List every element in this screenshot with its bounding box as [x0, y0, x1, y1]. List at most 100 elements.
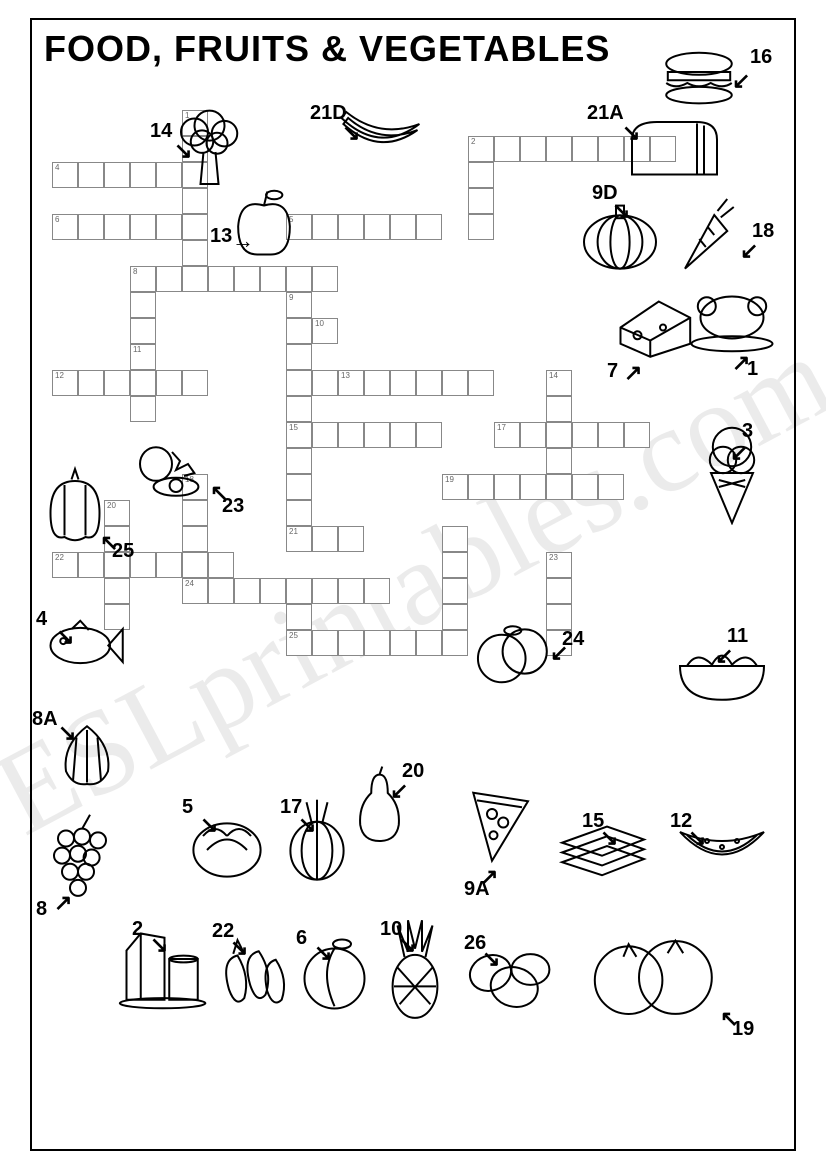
- crossword-cell[interactable]: [156, 552, 182, 578]
- crossword-cell[interactable]: [312, 630, 338, 656]
- crossword-cell[interactable]: [130, 396, 156, 422]
- crossword-cell[interactable]: [572, 136, 598, 162]
- crossword-cell[interactable]: [546, 448, 572, 474]
- crossword-cell[interactable]: [286, 578, 312, 604]
- crossword-cell[interactable]: [208, 266, 234, 292]
- crossword-cell[interactable]: [416, 214, 442, 240]
- crossword-cell[interactable]: 23: [546, 552, 572, 578]
- crossword-cell[interactable]: [208, 552, 234, 578]
- crossword-cell[interactable]: [416, 422, 442, 448]
- crossword-cell[interactable]: [468, 214, 494, 240]
- crossword-cell[interactable]: [546, 396, 572, 422]
- crossword-cell[interactable]: [312, 214, 338, 240]
- crossword-cell[interactable]: [182, 266, 208, 292]
- crossword-cell[interactable]: [520, 474, 546, 500]
- crossword-cell[interactable]: [598, 136, 624, 162]
- crossword-cell[interactable]: [416, 630, 442, 656]
- crossword-cell[interactable]: [182, 500, 208, 526]
- crossword-cell[interactable]: [338, 578, 364, 604]
- crossword-cell[interactable]: [624, 422, 650, 448]
- crossword-cell[interactable]: 25: [286, 630, 312, 656]
- crossword-cell[interactable]: 21: [286, 526, 312, 552]
- crossword-cell[interactable]: [442, 630, 468, 656]
- crossword-cell[interactable]: [390, 630, 416, 656]
- crossword-cell[interactable]: [312, 578, 338, 604]
- crossword-cell[interactable]: [546, 422, 572, 448]
- crossword-cell[interactable]: [182, 214, 208, 240]
- crossword-cell[interactable]: [364, 578, 390, 604]
- crossword-cell[interactable]: [234, 578, 260, 604]
- crossword-cell[interactable]: [442, 526, 468, 552]
- crossword-cell[interactable]: 19: [442, 474, 468, 500]
- crossword-cell[interactable]: [78, 370, 104, 396]
- crossword-cell[interactable]: [78, 162, 104, 188]
- crossword-cell[interactable]: [156, 266, 182, 292]
- crossword-cell[interactable]: [390, 422, 416, 448]
- crossword-cell[interactable]: [286, 604, 312, 630]
- crossword-cell[interactable]: [104, 214, 130, 240]
- crossword-cell[interactable]: [338, 526, 364, 552]
- crossword-cell[interactable]: 6: [52, 214, 78, 240]
- crossword-cell[interactable]: 24: [182, 578, 208, 604]
- crossword-cell[interactable]: [286, 396, 312, 422]
- crossword-cell[interactable]: [182, 552, 208, 578]
- crossword-cell[interactable]: [364, 630, 390, 656]
- crossword-cell[interactable]: [130, 292, 156, 318]
- crossword-cell[interactable]: [156, 214, 182, 240]
- crossword-cell[interactable]: [390, 214, 416, 240]
- crossword-cell[interactable]: [286, 370, 312, 396]
- crossword-cell[interactable]: [442, 604, 468, 630]
- crossword-cell[interactable]: [364, 370, 390, 396]
- crossword-cell[interactable]: 11: [130, 344, 156, 370]
- crossword-cell[interactable]: [104, 578, 130, 604]
- crossword-cell[interactable]: 12: [52, 370, 78, 396]
- crossword-cell[interactable]: [468, 162, 494, 188]
- crossword-cell[interactable]: [546, 578, 572, 604]
- crossword-cell[interactable]: 4: [52, 162, 78, 188]
- crossword-cell[interactable]: 8: [130, 266, 156, 292]
- crossword-cell[interactable]: [130, 318, 156, 344]
- crossword-cell[interactable]: [520, 136, 546, 162]
- crossword-cell[interactable]: [598, 422, 624, 448]
- crossword-cell[interactable]: [338, 422, 364, 448]
- crossword-cell[interactable]: [338, 630, 364, 656]
- crossword-cell[interactable]: [598, 474, 624, 500]
- crossword-cell[interactable]: [338, 214, 364, 240]
- crossword-cell[interactable]: [286, 318, 312, 344]
- crossword-cell[interactable]: 9: [286, 292, 312, 318]
- crossword-cell[interactable]: 13: [338, 370, 364, 396]
- crossword-cell[interactable]: [494, 136, 520, 162]
- crossword-cell[interactable]: 14: [546, 370, 572, 396]
- crossword-cell[interactable]: [286, 266, 312, 292]
- crossword-cell[interactable]: [312, 422, 338, 448]
- crossword-cell[interactable]: [442, 578, 468, 604]
- crossword-cell[interactable]: [286, 474, 312, 500]
- crossword-cell[interactable]: [130, 370, 156, 396]
- crossword-cell[interactable]: [442, 552, 468, 578]
- crossword-cell[interactable]: [546, 474, 572, 500]
- crossword-cell[interactable]: [312, 526, 338, 552]
- crossword-cell[interactable]: [130, 214, 156, 240]
- crossword-cell[interactable]: 2: [468, 136, 494, 162]
- crossword-cell[interactable]: [156, 370, 182, 396]
- crossword-cell[interactable]: [286, 344, 312, 370]
- crossword-cell[interactable]: [208, 578, 234, 604]
- crossword-cell[interactable]: [286, 500, 312, 526]
- crossword-cell[interactable]: [390, 370, 416, 396]
- crossword-cell[interactable]: [104, 162, 130, 188]
- crossword-cell[interactable]: [442, 370, 468, 396]
- crossword-cell[interactable]: [182, 240, 208, 266]
- crossword-cell[interactable]: [364, 422, 390, 448]
- crossword-cell[interactable]: [182, 370, 208, 396]
- crossword-cell[interactable]: [286, 448, 312, 474]
- crossword-cell[interactable]: [182, 526, 208, 552]
- crossword-cell[interactable]: [572, 422, 598, 448]
- crossword-cell[interactable]: [104, 370, 130, 396]
- crossword-cell[interactable]: [182, 188, 208, 214]
- crossword-cell[interactable]: [520, 422, 546, 448]
- crossword-cell[interactable]: [364, 214, 390, 240]
- crossword-cell[interactable]: 15: [286, 422, 312, 448]
- crossword-cell[interactable]: [468, 370, 494, 396]
- crossword-cell[interactable]: [234, 266, 260, 292]
- crossword-cell[interactable]: [312, 266, 338, 292]
